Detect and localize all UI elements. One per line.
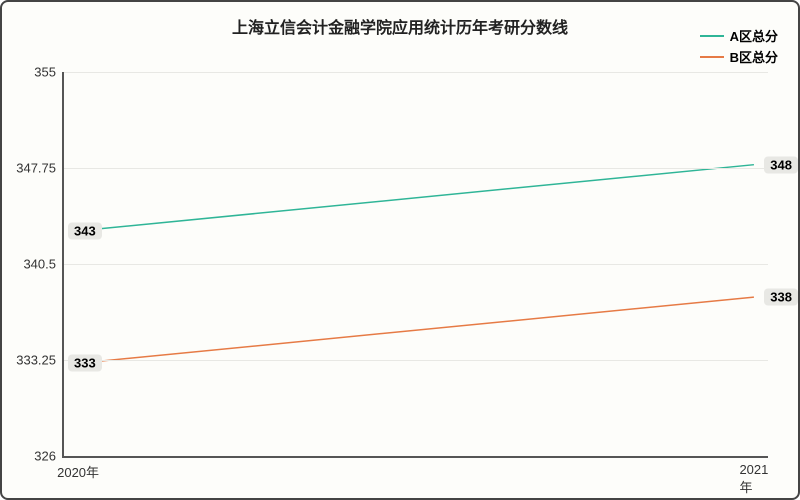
legend-swatch-a — [700, 35, 724, 37]
grid-line — [64, 72, 768, 73]
plot-area: 326333.25340.5347.753552020年2021年3433483… — [62, 72, 768, 458]
legend-label-b: B区总分 — [730, 47, 778, 66]
y-tick-label: 333.25 — [16, 353, 64, 368]
chart-title: 上海立信会计金融学院应用统计历年考研分数线 — [2, 2, 798, 38]
x-tick-label: 2020年 — [57, 456, 99, 481]
legend-item-b: B区总分 — [700, 47, 778, 66]
legend-label-a: A区总分 — [730, 26, 778, 45]
legend: A区总分 B区总分 — [700, 26, 778, 68]
y-tick-label: 355 — [34, 65, 64, 80]
series-b-line — [78, 297, 754, 363]
series-a-line — [78, 165, 754, 231]
data-label: 343 — [68, 222, 102, 239]
data-label: 338 — [764, 289, 798, 306]
data-label: 333 — [68, 355, 102, 372]
y-tick-label: 347.75 — [16, 161, 64, 176]
chart-container: 上海立信会计金融学院应用统计历年考研分数线 A区总分 B区总分 326333.2… — [0, 0, 800, 500]
legend-item-a: A区总分 — [700, 26, 778, 45]
y-tick-label: 340.5 — [23, 257, 64, 272]
grid-line — [64, 168, 768, 169]
legend-swatch-b — [700, 56, 724, 58]
grid-line — [64, 264, 768, 265]
grid-line — [64, 360, 768, 361]
x-tick-label: 2021年 — [739, 456, 768, 496]
data-label: 348 — [764, 156, 798, 173]
